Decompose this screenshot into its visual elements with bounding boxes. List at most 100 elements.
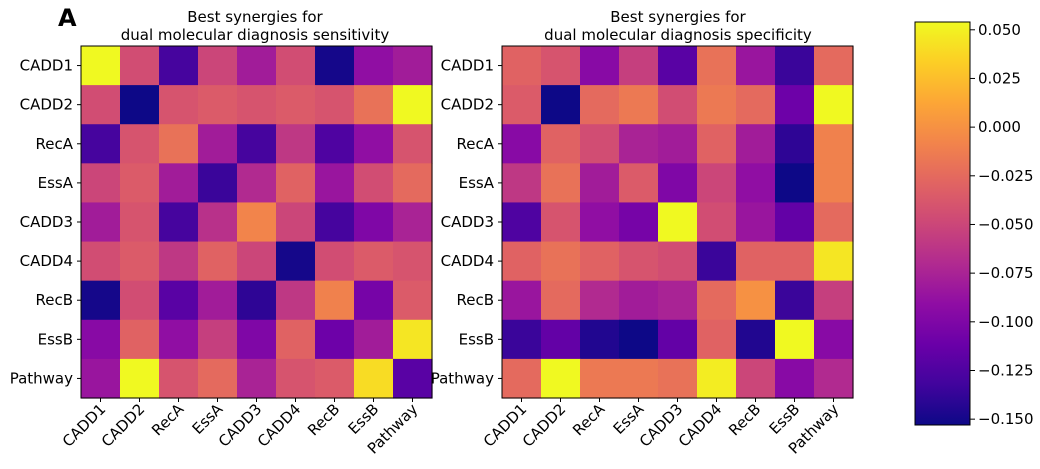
heatmap-sensitivity-cell-r7-c7 bbox=[354, 319, 394, 360]
heatmap-sensitivity-y-tick-label: Pathway bbox=[10, 369, 73, 387]
heatmap-sensitivity-cell-r5-c8 bbox=[393, 241, 433, 282]
heatmap-specificity-cell-r4-c8 bbox=[814, 202, 854, 243]
heatmap-specificity-cell-r4-c3 bbox=[619, 202, 659, 243]
heatmap-specificity-cell-r1-c3 bbox=[619, 85, 659, 125]
heatmap-specificity-cell-r8-c0 bbox=[502, 358, 542, 399]
heatmap-specificity-cell-r1-c5 bbox=[697, 85, 737, 125]
colorbar-ticks: 0.050 0.025 0.000 −0.025 −0.050 −0.075 −0.100 −… bbox=[970, 21, 1034, 428]
heatmap-specificity-cell-r3-c6 bbox=[736, 163, 776, 204]
heatmap-specificity-cell-r2-c7 bbox=[775, 124, 815, 164]
heatmap-specificity-x-tick-label: CADD4 bbox=[675, 400, 725, 450]
heatmap-specificity-y-tick-label: CADD2 bbox=[441, 96, 494, 114]
heatmap-specificity-cell-r3-c0 bbox=[502, 163, 542, 204]
heatmap-sensitivity-cell-r8-c5 bbox=[276, 358, 316, 399]
heatmap-sensitivity-x-tick-label: CADD2 bbox=[98, 400, 148, 450]
heatmap-sensitivity-cell-r6-c3 bbox=[198, 280, 238, 321]
heatmap-specificity-cell-r8-c8 bbox=[814, 358, 854, 399]
heatmap-sensitivity-cell-r0-c4 bbox=[237, 46, 277, 86]
panel-letter: A bbox=[58, 4, 77, 32]
heatmap-specificity-title-line2: dual molecular diagnosis specificity bbox=[544, 26, 812, 44]
heatmap-specificity-cell-r7-c4 bbox=[658, 319, 698, 360]
heatmap-specificity-cell-r2-c8 bbox=[814, 124, 854, 164]
heatmap-sensitivity-cell-r5-c3 bbox=[198, 241, 238, 282]
heatmap-sensitivity-cell-r2-c0 bbox=[81, 124, 121, 164]
colorbar-tick-label: −0.050 bbox=[978, 215, 1034, 233]
heatmap-specificity-y-tick-label: CADD1 bbox=[441, 57, 494, 75]
colorbar-frame bbox=[914, 21, 971, 426]
heatmap-specificity-cell-r5-c6 bbox=[736, 241, 776, 282]
heatmap-specificity-y-tick-label: RecA bbox=[457, 135, 495, 153]
heatmap-sensitivity-cell-r3-c0 bbox=[81, 163, 121, 204]
heatmap-sensitivity-cell-r7-c4 bbox=[237, 319, 277, 360]
heatmap-specificity-y-ticks: CADD1 CADD2 RecA EssA CADD3 CADD4 RecB EssB Path… bbox=[431, 57, 502, 387]
heatmap-sensitivity-y-tick-label: RecB bbox=[35, 291, 73, 309]
heatmap-specificity-cell-r0-c6 bbox=[736, 46, 776, 86]
heatmap-specificity-cell-r2-c4 bbox=[658, 124, 698, 164]
heatmap-sensitivity-cell-r2-c5 bbox=[276, 124, 316, 164]
colorbar: 0.050 0.025 0.000 −0.025 −0.050 −0.075 −0.100 −… bbox=[914, 21, 1034, 428]
heatmap-specificity-cell-r5-c1 bbox=[541, 241, 581, 282]
heatmap-specificity-cell-r7-c8 bbox=[814, 319, 854, 360]
heatmap-specificity-x-tick-label: RecB bbox=[725, 400, 764, 439]
heatmap-specificity-cell-r5-c0 bbox=[502, 241, 542, 282]
heatmap-sensitivity-cells bbox=[81, 46, 433, 399]
heatmap-specificity-cell-r4-c7 bbox=[775, 202, 815, 243]
heatmap-sensitivity-cell-r1-c2 bbox=[159, 85, 199, 125]
heatmap-specificity-x-tick-label: CADD2 bbox=[519, 400, 569, 450]
heatmap-specificity-title-line1: Best synergies for bbox=[610, 8, 746, 26]
heatmap-sensitivity-cell-r0-c1 bbox=[120, 46, 160, 86]
heatmap-sensitivity-cell-r4-c4 bbox=[237, 202, 277, 243]
heatmap-sensitivity-cell-r7-c3 bbox=[198, 319, 238, 360]
heatmap-specificity-cell-r3-c2 bbox=[580, 163, 620, 204]
heatmap-sensitivity-y-tick-label: CADD2 bbox=[20, 96, 73, 114]
colorbar-gradient bbox=[915, 22, 970, 425]
heatmap-specificity-cell-r2-c5 bbox=[697, 124, 737, 164]
heatmap-specificity-cell-r8-c2 bbox=[580, 358, 620, 399]
heatmap-sensitivity-y-tick-label: CADD1 bbox=[20, 57, 73, 75]
heatmap-sensitivity-cell-r0-c5 bbox=[276, 46, 316, 86]
heatmap-specificity-cell-r0-c5 bbox=[697, 46, 737, 86]
heatmap-specificity-y-tick-label: EssA bbox=[459, 174, 495, 192]
heatmap-sensitivity-title-line2: dual molecular diagnosis sensitivity bbox=[121, 26, 390, 44]
heatmap-sensitivity-cell-r2-c1 bbox=[120, 124, 160, 164]
heatmap-specificity-y-tick-label: EssB bbox=[459, 330, 494, 348]
heatmap-specificity-cell-r3-c5 bbox=[697, 163, 737, 204]
heatmap-specificity-cell-r0-c3 bbox=[619, 46, 659, 86]
heatmap-specificity-cell-r6-c5 bbox=[697, 280, 737, 321]
heatmap-specificity-cell-r7-c5 bbox=[697, 319, 737, 360]
heatmap-specificity-cell-r4-c6 bbox=[736, 202, 776, 243]
heatmap-specificity-cell-r4-c5 bbox=[697, 202, 737, 243]
heatmap-sensitivity-cell-r3-c1 bbox=[120, 163, 160, 204]
heatmap-sensitivity-cell-r0-c8 bbox=[393, 46, 433, 86]
heatmap-specificity-y-tick-label: RecB bbox=[456, 291, 494, 309]
heatmap-sensitivity-cell-r1-c3 bbox=[198, 85, 238, 125]
heatmap-sensitivity-y-tick-label: CADD4 bbox=[20, 252, 73, 270]
heatmap-specificity-cell-r2-c3 bbox=[619, 124, 659, 164]
heatmap-specificity-cell-r0-c4 bbox=[658, 46, 698, 86]
heatmap-sensitivity-cell-r7-c8 bbox=[393, 319, 433, 360]
heatmap-sensitivity-cell-r0-c3 bbox=[198, 46, 238, 86]
heatmap-sensitivity-cell-r4-c5 bbox=[276, 202, 316, 243]
heatmap-specificity-cell-r5-c5 bbox=[697, 241, 737, 282]
heatmap-specificity-cell-r8-c1 bbox=[541, 358, 581, 399]
heatmap-sensitivity-cell-r4-c7 bbox=[354, 202, 394, 243]
heatmap-sensitivity-cell-r1-c4 bbox=[237, 85, 277, 125]
heatmap-specificity-cell-r3-c3 bbox=[619, 163, 659, 204]
heatmap-specificity-cell-r6-c2 bbox=[580, 280, 620, 321]
heatmap-specificity-cell-r2-c0 bbox=[502, 124, 542, 164]
heatmap-sensitivity-cell-r2-c2 bbox=[159, 124, 199, 164]
heatmap-specificity-cell-r3-c4 bbox=[658, 163, 698, 204]
heatmap-sensitivity-cell-r6-c6 bbox=[315, 280, 355, 321]
heatmap-specificity-cell-r0-c7 bbox=[775, 46, 815, 86]
heatmap-sensitivity-cell-r0-c7 bbox=[354, 46, 394, 86]
heatmap-sensitivity-cell-r4-c1 bbox=[120, 202, 160, 243]
heatmap-sensitivity-cell-r1-c0 bbox=[81, 85, 121, 125]
heatmap-sensitivity-cell-r6-c8 bbox=[393, 280, 433, 321]
heatmap-specificity-cell-r8-c5 bbox=[697, 358, 737, 399]
heatmap-specificity-cell-r6-c6 bbox=[736, 280, 776, 321]
heatmap-specificity-cell-r3-c7 bbox=[775, 163, 815, 204]
heatmap-sensitivity-cell-r8-c8 bbox=[393, 358, 433, 399]
heatmap-sensitivity-cell-r6-c0 bbox=[81, 280, 121, 321]
heatmap-sensitivity-cell-r6-c2 bbox=[159, 280, 199, 321]
